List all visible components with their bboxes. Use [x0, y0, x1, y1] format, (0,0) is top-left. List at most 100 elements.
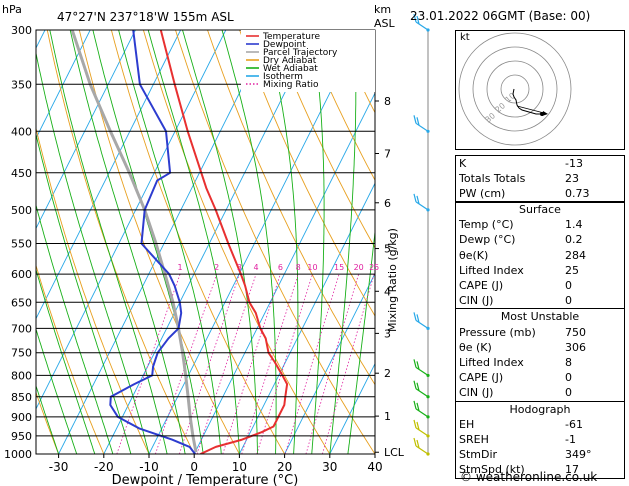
pressure-tick-label: 400 — [11, 125, 32, 138]
x-tick-label: -10 — [139, 460, 159, 474]
surface-row: Dewp (°C) 0.2 — [456, 232, 624, 247]
hodo-stat-row: StmSpd (kt) 17 — [456, 462, 624, 477]
hodo-stat-label: StmSpd (kt) — [459, 463, 525, 477]
hodo-stat-row: SREH -1 — [456, 432, 624, 447]
hodo-stat-value: 349° — [565, 448, 592, 462]
hodo-ring-label-30: 30 — [484, 111, 498, 124]
legend-label: Dewpoint — [263, 40, 306, 50]
surface-value: 0 — [565, 294, 572, 308]
wind-barb — [413, 13, 430, 32]
hodo-stat-label: StmDir — [459, 448, 498, 462]
hodo-stat-label: SREH — [459, 433, 489, 447]
hodo-stat-row: EH -61 — [456, 417, 624, 432]
mixing-ratio-label: 8 — [296, 263, 301, 272]
most-unstable-row: CIN (J) 0 — [456, 385, 624, 400]
most-unstable-value: 8 — [565, 356, 572, 370]
most-unstable-value: 750 — [565, 325, 586, 339]
location-label: 47°27'N 237°18'W 155m ASL — [57, 10, 234, 24]
most-unstable-row: Pressure (mb) 750 — [456, 325, 624, 340]
mixing-ratio-label: 6 — [278, 263, 283, 272]
most-unstable-label: Lifted Index — [459, 356, 524, 370]
mixing-ratio-line — [116, 273, 181, 454]
hodo-trace — [512, 88, 546, 115]
km-tick-label: LCL — [384, 446, 405, 459]
pw-label: PW (cm) — [459, 187, 506, 201]
isotherm-line — [58, 30, 272, 454]
pressure-tick-label: 600 — [11, 268, 32, 281]
dry-adiabat-line — [110, 30, 285, 454]
most-unstable-title: Most Unstable — [500, 310, 580, 324]
mixing-ratio-line — [179, 273, 240, 454]
legend-label: Dry Adiabat — [263, 56, 317, 66]
dewpoint-trace — [109, 30, 196, 454]
wet-adiabat-line — [36, 384, 60, 454]
pressure-tick-label: 1000 — [4, 448, 32, 461]
mixing-ratio-label: 4 — [253, 263, 258, 272]
km-tick-label: 1 — [384, 410, 391, 423]
mixing-ratio-line — [222, 273, 281, 454]
most-unstable-label: θe (K) — [459, 340, 492, 354]
pressure-tick-label: 300 — [11, 24, 32, 37]
unit-hpa: hPa — [2, 3, 22, 16]
stats-table: Surface Temp (°C) 1.4 Dewp (°C) 0.2 θe(K) 284… — [455, 201, 625, 479]
surface-title: Surface — [519, 203, 561, 216]
surface-block: Surface Temp (°C) 1.4 Dewp (°C) 0.2 θe(K) 284… — [456, 202, 624, 310]
surface-label: Temp (°C) — [459, 218, 514, 232]
wind-barb — [413, 400, 430, 419]
mixing-ratio-line — [256, 273, 313, 454]
totals-totals-label: Totals Totals — [459, 172, 526, 186]
mixing-ratio-label: 20 — [354, 263, 364, 272]
hodograph-title: Hodograph — [509, 402, 571, 416]
k-index-label: K — [459, 157, 467, 170]
isotherm-line — [284, 272, 375, 454]
mixing-ratio-line — [241, 273, 299, 454]
isotherm-line — [148, 30, 362, 454]
x-tick-label: 30 — [322, 460, 337, 474]
pressure-tick-label: 950 — [11, 430, 32, 443]
surface-label: CAPE (J) — [459, 279, 504, 293]
hodo-stat-row: StmDir 349° — [456, 447, 624, 462]
surface-label: Dewp (°C) — [459, 233, 516, 247]
hodo-stat-label: EH — [459, 417, 475, 431]
surface-value: 0 — [565, 279, 572, 293]
wind-barb — [413, 380, 430, 399]
legend-label: Parcel Trajectory — [263, 48, 338, 58]
mixing-ratio-label: 3 — [237, 263, 242, 272]
mixing-ratio-line — [155, 273, 218, 454]
x-tick-label: 10 — [232, 460, 247, 474]
mixing-ratio-label: 10 — [307, 263, 317, 272]
pressure-tick-label: 550 — [11, 238, 32, 251]
totals-totals-value: 23 — [565, 172, 579, 186]
hodograph-unit: kt — [460, 32, 470, 43]
isotherm-line — [193, 92, 375, 454]
surface-value: 1.4 — [565, 218, 583, 232]
unit-km: km — [374, 3, 391, 16]
isotherm-line — [238, 182, 375, 454]
surface-row: CAPE (J) 0 — [456, 278, 624, 293]
most-unstable-label: CAPE (J) — [459, 371, 504, 385]
mixing-ratio-line — [196, 273, 257, 454]
km-tick-label: 5 — [384, 243, 391, 256]
wind-barb — [413, 115, 430, 133]
pressure-tick-label: 850 — [11, 391, 32, 404]
most-unstable-value: 0 — [565, 386, 572, 400]
wind-barb — [413, 437, 430, 456]
km-tick-label: 4 — [384, 285, 391, 298]
pressure-tick-label: 700 — [11, 322, 32, 335]
legend-box — [241, 30, 375, 92]
k-index-value: -13 — [565, 157, 583, 170]
legend-label: Mixing Ratio — [263, 80, 319, 90]
isotherm-line — [36, 30, 136, 230]
mixing-ratio-label: 25 — [369, 263, 379, 272]
dry-adiabat-line — [36, 391, 60, 454]
mixing-ratio-label: 1 — [178, 263, 183, 272]
wet-adiabat-line — [69, 30, 186, 454]
pressure-tick-label: 500 — [11, 204, 32, 217]
pressure-tick-label: 900 — [11, 411, 32, 424]
hodo-stat-value: -61 — [565, 417, 583, 431]
wind-barb — [413, 312, 430, 330]
surface-value: 0.2 — [565, 233, 583, 247]
most-unstable-label: CIN (J) — [459, 386, 494, 400]
pressure-tick-label: 800 — [11, 369, 32, 382]
indices-table: K -13 Totals Totals 23 PW (cm) 0.73 — [455, 155, 625, 203]
